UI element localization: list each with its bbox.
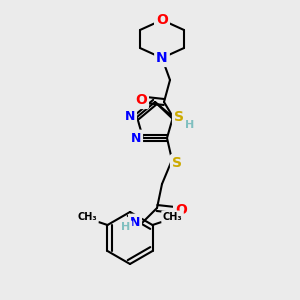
Text: S: S (174, 110, 184, 124)
Text: O: O (135, 93, 147, 107)
Text: CH₃: CH₃ (78, 212, 97, 222)
Text: H: H (122, 222, 130, 232)
Text: N: N (176, 113, 186, 127)
Text: N: N (125, 110, 135, 124)
Text: N: N (130, 215, 140, 229)
Text: H: H (185, 120, 195, 130)
Text: O: O (156, 13, 168, 27)
Text: O: O (175, 203, 187, 217)
Text: N: N (156, 51, 168, 65)
Text: N: N (131, 131, 141, 145)
Text: CH₃: CH₃ (163, 212, 182, 222)
Text: S: S (172, 156, 182, 170)
